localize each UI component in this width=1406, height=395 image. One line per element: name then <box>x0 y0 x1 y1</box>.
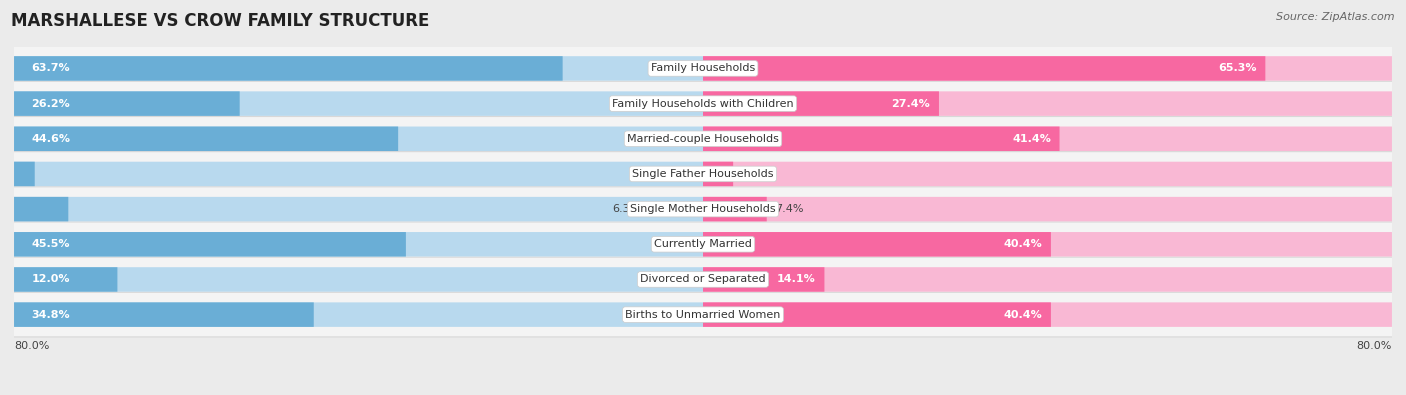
FancyBboxPatch shape <box>703 197 1392 221</box>
FancyBboxPatch shape <box>703 91 1392 116</box>
Text: 80.0%: 80.0% <box>14 341 49 351</box>
Text: 45.5%: 45.5% <box>31 239 70 249</box>
Text: 27.4%: 27.4% <box>891 99 931 109</box>
FancyBboxPatch shape <box>3 152 1403 196</box>
FancyBboxPatch shape <box>703 232 1392 256</box>
FancyBboxPatch shape <box>14 91 703 116</box>
FancyBboxPatch shape <box>703 303 1050 327</box>
Text: 14.1%: 14.1% <box>778 275 815 284</box>
Text: Divorced or Separated: Divorced or Separated <box>640 275 766 284</box>
FancyBboxPatch shape <box>14 267 703 292</box>
FancyBboxPatch shape <box>14 267 117 292</box>
Text: Family Households with Children: Family Households with Children <box>612 99 794 109</box>
FancyBboxPatch shape <box>14 126 703 151</box>
Text: Single Father Households: Single Father Households <box>633 169 773 179</box>
FancyBboxPatch shape <box>703 56 1265 81</box>
Text: 63.7%: 63.7% <box>31 64 70 73</box>
Text: 12.0%: 12.0% <box>31 275 70 284</box>
Text: Married-couple Households: Married-couple Households <box>627 134 779 144</box>
Text: 41.4%: 41.4% <box>1012 134 1050 144</box>
FancyBboxPatch shape <box>3 117 1403 161</box>
FancyBboxPatch shape <box>14 197 703 221</box>
Text: 26.2%: 26.2% <box>31 99 70 109</box>
FancyBboxPatch shape <box>703 267 1392 292</box>
FancyBboxPatch shape <box>703 162 733 186</box>
FancyBboxPatch shape <box>14 56 562 81</box>
FancyBboxPatch shape <box>14 303 703 327</box>
Text: Family Households: Family Households <box>651 64 755 73</box>
FancyBboxPatch shape <box>14 126 398 151</box>
FancyBboxPatch shape <box>703 126 1392 151</box>
FancyBboxPatch shape <box>703 267 824 292</box>
FancyBboxPatch shape <box>14 232 406 256</box>
FancyBboxPatch shape <box>3 222 1403 267</box>
FancyBboxPatch shape <box>3 257 1403 302</box>
FancyBboxPatch shape <box>14 197 69 221</box>
FancyBboxPatch shape <box>14 91 239 116</box>
Text: 65.3%: 65.3% <box>1218 64 1257 73</box>
Text: 6.3%: 6.3% <box>612 204 640 214</box>
FancyBboxPatch shape <box>14 162 35 186</box>
Text: 7.4%: 7.4% <box>775 204 804 214</box>
Text: 80.0%: 80.0% <box>1357 341 1392 351</box>
FancyBboxPatch shape <box>703 232 1050 256</box>
FancyBboxPatch shape <box>703 197 766 221</box>
FancyBboxPatch shape <box>3 292 1403 337</box>
Text: 40.4%: 40.4% <box>1004 310 1042 320</box>
Text: 44.6%: 44.6% <box>31 134 70 144</box>
FancyBboxPatch shape <box>3 187 1403 231</box>
FancyBboxPatch shape <box>14 232 703 256</box>
Text: Births to Unmarried Women: Births to Unmarried Women <box>626 310 780 320</box>
FancyBboxPatch shape <box>3 81 1403 126</box>
Text: MARSHALLESE VS CROW FAMILY STRUCTURE: MARSHALLESE VS CROW FAMILY STRUCTURE <box>11 12 430 30</box>
Text: 3.5%: 3.5% <box>742 169 770 179</box>
FancyBboxPatch shape <box>703 126 1060 151</box>
FancyBboxPatch shape <box>703 162 1392 186</box>
Text: 34.8%: 34.8% <box>31 310 70 320</box>
FancyBboxPatch shape <box>3 46 1403 91</box>
FancyBboxPatch shape <box>14 56 703 81</box>
FancyBboxPatch shape <box>14 162 703 186</box>
Text: Single Mother Households: Single Mother Households <box>630 204 776 214</box>
Text: 2.4%: 2.4% <box>645 169 673 179</box>
FancyBboxPatch shape <box>703 91 939 116</box>
FancyBboxPatch shape <box>703 303 1392 327</box>
Text: 40.4%: 40.4% <box>1004 239 1042 249</box>
FancyBboxPatch shape <box>14 303 314 327</box>
Text: Source: ZipAtlas.com: Source: ZipAtlas.com <box>1277 12 1395 22</box>
FancyBboxPatch shape <box>703 56 1392 81</box>
Text: Currently Married: Currently Married <box>654 239 752 249</box>
